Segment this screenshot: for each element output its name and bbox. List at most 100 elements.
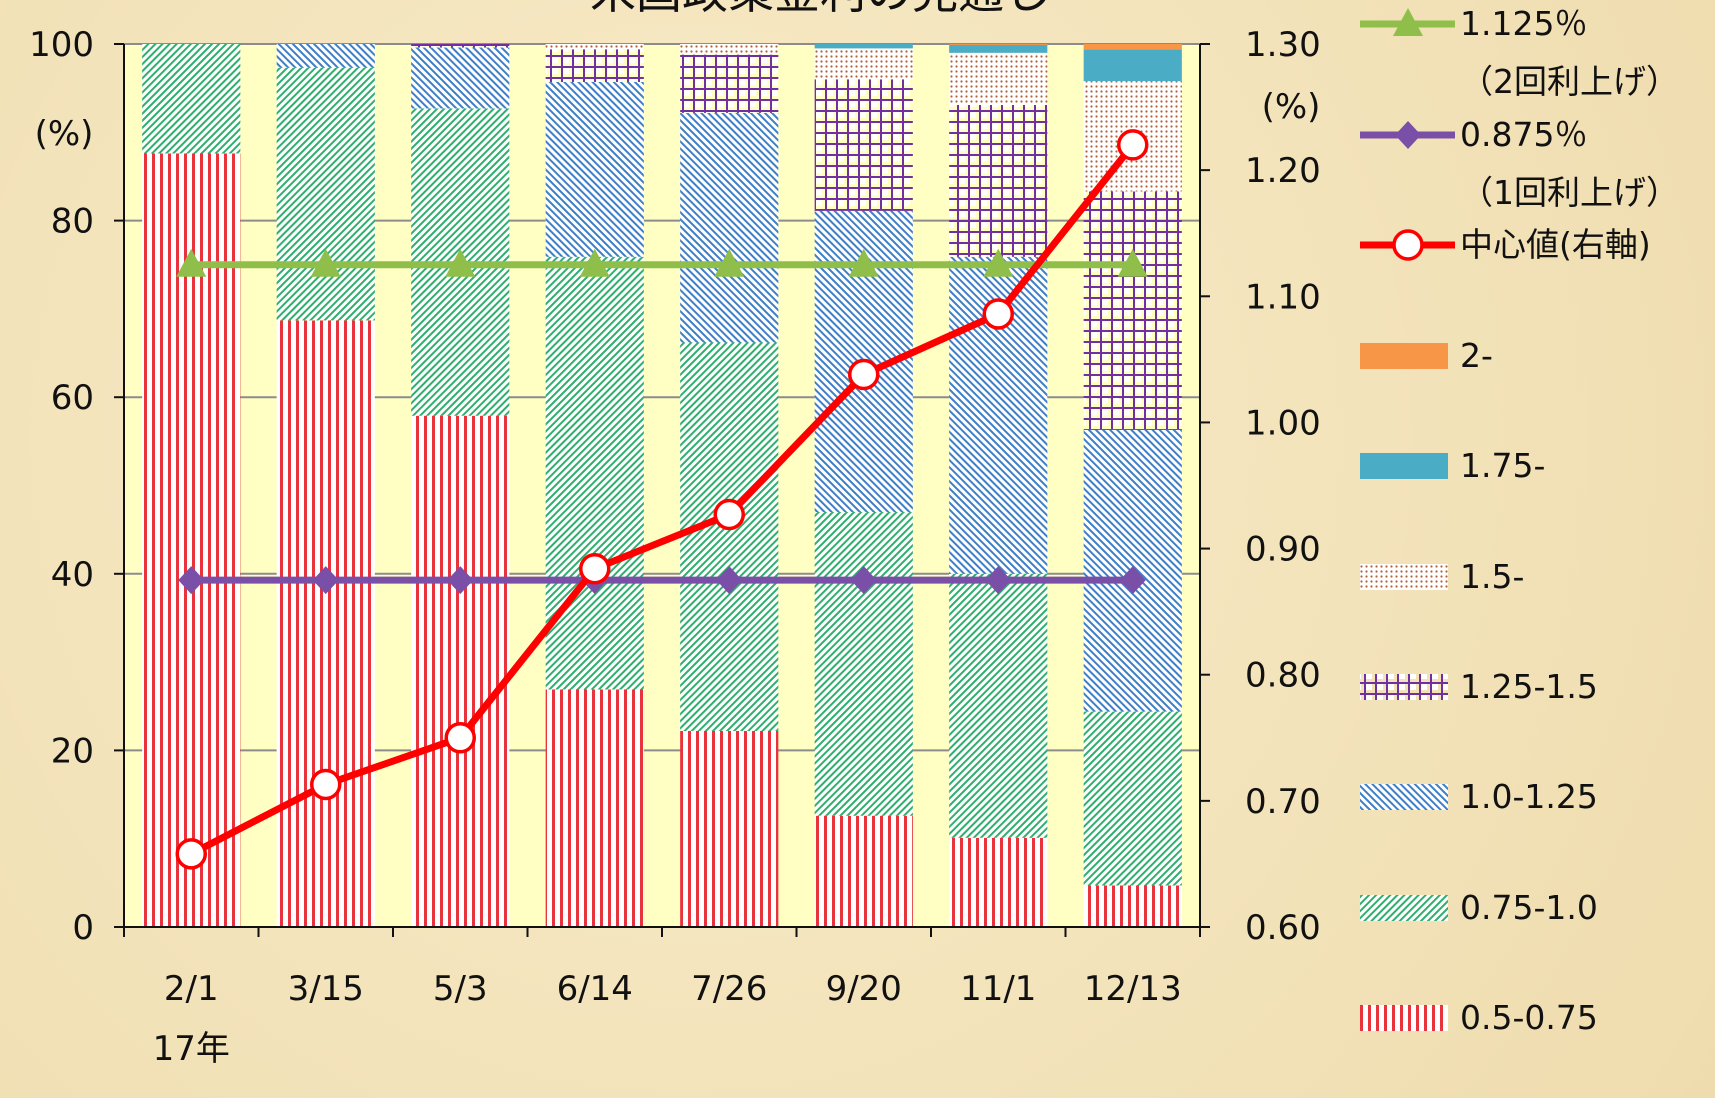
legend-label: 1.5- <box>1460 557 1525 596</box>
legend-swatch <box>1360 564 1448 590</box>
x-tick-label: 12/13 <box>1084 969 1182 1009</box>
line-marker <box>716 566 743 595</box>
bar-segment <box>545 81 644 257</box>
x-tick-label: 2/1 <box>164 969 219 1009</box>
line-marker <box>178 566 205 595</box>
line-marker <box>175 838 207 870</box>
y2-tick-label: 0.80 <box>1245 656 1321 696</box>
line <box>189 142 1136 857</box>
legend-marker <box>1393 8 1423 36</box>
x-tick-label: 3/15 <box>288 969 364 1009</box>
bar-segment <box>949 837 1048 927</box>
bar-segment <box>680 112 779 343</box>
legend-swatch <box>1360 453 1448 479</box>
x-tick-label: 6/14 <box>557 969 633 1009</box>
bar-segment <box>1083 191 1182 430</box>
y-tick-label: 40 <box>51 555 94 595</box>
x-year-label: 17年 <box>153 1029 230 1069</box>
bar-segment <box>949 104 1048 257</box>
bar-segment <box>545 689 644 927</box>
x-tick-label: 9/20 <box>826 969 902 1009</box>
y2-tick-label: 0.90 <box>1245 530 1321 570</box>
legend-label: 中心値(右軸) <box>1460 225 1651 264</box>
line-marker <box>848 358 880 391</box>
bar-segment <box>814 511 913 816</box>
legend-label: 0.875％ （1回利上げ） <box>1460 115 1679 212</box>
bar-segment <box>680 54 779 113</box>
bar-segment <box>814 815 913 927</box>
line-marker <box>983 248 1014 277</box>
legend-marker <box>1392 229 1424 261</box>
line-marker <box>176 248 207 277</box>
bar-segment <box>1083 711 1182 886</box>
bar-segment <box>949 52 1048 105</box>
y2-tick-label: 1.00 <box>1245 403 1321 443</box>
line-marker <box>312 566 339 595</box>
line-marker <box>1117 248 1148 277</box>
bar-segment <box>814 48 913 80</box>
legend-swatch <box>1360 784 1448 810</box>
line-marker <box>848 248 879 277</box>
line-marker <box>714 248 745 277</box>
x-tick-label: 5/3 <box>433 969 488 1009</box>
bar-segment <box>411 415 510 927</box>
line-marker <box>1119 566 1146 595</box>
y2-tick-label: 0.70 <box>1245 782 1321 822</box>
y2-axis-unit: (%) <box>1262 87 1321 127</box>
legend-label: 1.0-1.25 <box>1460 777 1598 816</box>
legend-swatch <box>1360 1005 1448 1031</box>
legend-marker <box>1395 121 1421 149</box>
bar-segment <box>1083 885 1182 927</box>
line-marker <box>850 566 877 595</box>
bar-segment <box>814 79 913 211</box>
line-marker <box>1117 129 1149 161</box>
line-marker <box>713 498 745 531</box>
legend-label: 1.75- <box>1460 446 1546 485</box>
bar-segment <box>680 44 779 55</box>
bar-segment <box>1083 49 1182 82</box>
y-tick-label: 80 <box>51 202 94 242</box>
bar-segment <box>680 730 779 927</box>
bar-segment <box>276 320 375 927</box>
legend-swatch <box>1360 674 1448 700</box>
bar-segment <box>949 44 1048 53</box>
legend-label: 1.125％ （2回利上げ） <box>1460 4 1679 101</box>
line-marker <box>579 553 611 585</box>
line-marker <box>310 768 342 801</box>
bar-segment <box>142 153 241 927</box>
y2-tick-label: 1.30 <box>1245 25 1321 65</box>
line-marker <box>982 298 1014 330</box>
bar-segment <box>1083 44 1182 50</box>
y2-tick-label: 0.60 <box>1245 908 1321 948</box>
legend-label: 1.25-1.5 <box>1460 667 1598 706</box>
bar-segment <box>949 573 1048 838</box>
bar-segment <box>545 49 644 82</box>
legend-label: 0.5-0.75 <box>1460 998 1598 1037</box>
line-marker <box>310 248 341 277</box>
bar-segment <box>411 47 510 109</box>
bar-segment <box>545 44 644 50</box>
chart-title: 米国政策金利の見通し <box>590 0 1050 19</box>
line-marker <box>985 566 1012 595</box>
legend-swatch <box>1360 895 1448 921</box>
bar-segment <box>142 44 241 154</box>
bar-segment <box>680 342 779 731</box>
bar-segment <box>545 256 644 690</box>
x-tick-label: 7/26 <box>691 969 767 1009</box>
y-tick-label: 0 <box>72 908 94 948</box>
line-marker <box>579 248 610 277</box>
line-marker <box>445 248 476 277</box>
bar-segment <box>411 44 510 48</box>
line-marker <box>447 566 474 595</box>
legend-swatch <box>1360 343 1448 369</box>
y-tick-label: 60 <box>51 378 94 418</box>
x-tick-label: 11/1 <box>960 969 1036 1009</box>
bar-segment <box>949 44 1048 45</box>
y2-tick-label: 1.20 <box>1245 151 1321 191</box>
legend-label: 2- <box>1460 336 1493 375</box>
bar-segment <box>276 67 375 321</box>
legend-label: 0.75-1.0 <box>1460 888 1598 927</box>
line-marker <box>444 722 476 754</box>
